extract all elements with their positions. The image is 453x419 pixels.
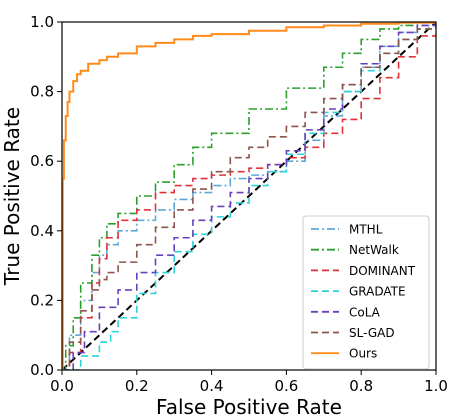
x-tick-label: 0.6 xyxy=(274,377,298,395)
legend-label: GRADATE xyxy=(349,285,406,299)
y-tick-label: 0.6 xyxy=(30,152,54,170)
y-axis-label: True Positive Rate xyxy=(0,107,24,286)
x-tick-label: 0.0 xyxy=(50,377,74,395)
axes-layer: 0.0 0.2 0.4 0.6 0.8 1.0 0.0 0.2 0.4 0.6 0.8 1.0 xyxy=(30,13,448,395)
x-tick-label: 0.2 xyxy=(125,377,149,395)
series-line-netwalk xyxy=(62,22,436,370)
series-line-gradate xyxy=(62,22,436,370)
legend-box xyxy=(302,215,430,370)
series-line-dominant xyxy=(62,22,436,370)
series-line-sl-gad xyxy=(62,22,436,370)
legend: MTHL NetWalk DOMINANT GRADATE CoLA SL-GAD Ours xyxy=(302,215,430,370)
y-tick-label: 0.0 xyxy=(30,361,54,379)
y-tick-label: 0.8 xyxy=(30,83,54,101)
legend-label: MTHL xyxy=(349,223,383,237)
plot-frame xyxy=(61,21,437,371)
x-tick-label: 0.4 xyxy=(200,377,224,395)
x-axis-label: False Positive Rate xyxy=(156,395,342,419)
y-tick-label: 0.4 xyxy=(30,222,54,240)
random-baseline-line xyxy=(62,22,436,370)
legend-label: SL-GAD xyxy=(349,326,395,340)
y-tick-label: 1.0 xyxy=(30,13,54,31)
series-line-cola xyxy=(62,22,436,370)
x-tick-label: 1.0 xyxy=(424,377,448,395)
x-tick-label: 0.8 xyxy=(349,377,373,395)
series-group xyxy=(62,22,436,370)
legend-label: CoLA xyxy=(349,305,381,319)
series-line-ours xyxy=(62,22,436,370)
legend-label: DOMINANT xyxy=(349,264,416,278)
legend-label: NetWalk xyxy=(349,243,399,257)
y-tick-label: 0.2 xyxy=(30,291,54,309)
legend-label: Ours xyxy=(349,347,377,361)
series-layer xyxy=(62,22,436,370)
